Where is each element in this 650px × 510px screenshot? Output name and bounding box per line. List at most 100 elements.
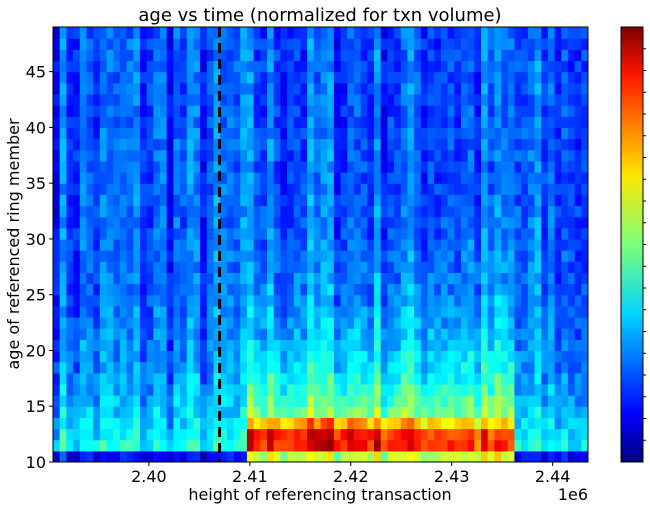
x-offset-label: 1e6 — [558, 485, 588, 504]
heatmap-cell — [139, 383, 148, 396]
heatmap-cell — [287, 205, 295, 218]
heatmap-cell — [474, 328, 482, 340]
heatmap-cell — [420, 372, 429, 385]
heatmap-cell — [267, 216, 275, 229]
heatmap-cell — [307, 216, 315, 229]
heatmap-cell — [440, 71, 449, 84]
heatmap-cell — [253, 439, 261, 452]
heatmap-cell — [213, 38, 221, 50]
heatmap-cell — [360, 105, 368, 117]
heatmap-cell — [280, 71, 288, 84]
heatmap-cell — [160, 417, 168, 430]
heatmap-cell — [507, 383, 516, 396]
heatmap-cell — [360, 49, 368, 62]
heatmap-cell — [374, 428, 382, 441]
heatmap-cell — [454, 450, 462, 462]
heatmap-cell — [280, 383, 288, 396]
heatmap-cell — [521, 361, 529, 374]
heatmap-cell — [193, 71, 201, 84]
heatmap-cell — [307, 60, 315, 73]
heatmap-cell — [300, 216, 308, 229]
heatmap-cell — [146, 227, 154, 240]
heatmap-cell — [133, 372, 141, 385]
heatmap-cell — [93, 172, 101, 184]
heatmap-cell — [233, 172, 241, 184]
heatmap-cell — [494, 272, 502, 285]
heatmap-cell — [380, 38, 388, 50]
heatmap-cell — [481, 116, 489, 128]
heatmap-cell — [246, 328, 255, 340]
heatmap-cell — [353, 49, 362, 62]
heatmap-cell — [541, 227, 549, 240]
heatmap-cell — [567, 105, 576, 117]
heatmap-cell — [347, 27, 355, 39]
heatmap-cell — [226, 317, 235, 329]
heatmap-cell — [160, 283, 168, 296]
heatmap-cell — [260, 328, 268, 340]
heatmap-cell — [360, 339, 368, 352]
heatmap-cell — [213, 216, 221, 229]
heatmap-cell — [387, 305, 395, 318]
heatmap-cell — [340, 138, 348, 151]
heatmap-cell — [454, 205, 462, 218]
heatmap-cell — [186, 406, 195, 418]
heatmap-cell — [320, 160, 328, 173]
heatmap-cell — [213, 272, 221, 285]
heatmap-cell — [146, 428, 154, 441]
heatmap-cell — [113, 194, 121, 207]
heatmap-cell — [420, 27, 429, 39]
heatmap-cell — [374, 71, 382, 84]
heatmap-cell — [494, 60, 502, 73]
heatmap-cell — [193, 439, 201, 452]
heatmap-cell — [447, 439, 455, 452]
heatmap-cell — [206, 350, 215, 363]
heatmap-cell — [267, 227, 275, 240]
heatmap-cell — [581, 261, 588, 273]
heatmap-cell — [106, 250, 114, 262]
heatmap-cell — [233, 238, 241, 251]
heatmap-cell — [280, 60, 288, 73]
heatmap-cell — [353, 27, 362, 39]
heatmap-cell — [160, 38, 168, 50]
heatmap-cell — [374, 317, 382, 329]
heatmap-cell — [287, 250, 295, 262]
heatmap-cell — [186, 305, 195, 318]
heatmap-cell — [387, 194, 395, 207]
heatmap-cell — [547, 49, 556, 62]
heatmap-cell — [166, 272, 174, 285]
heatmap-cell — [353, 317, 362, 329]
heatmap-cell — [367, 328, 375, 340]
heatmap-cell — [66, 82, 74, 95]
heatmap-cell — [414, 361, 422, 374]
heatmap-cell — [313, 194, 322, 207]
heatmap-cell — [73, 294, 81, 307]
heatmap-cell — [253, 250, 261, 262]
heatmap-cell — [387, 283, 395, 296]
heatmap-cell — [206, 439, 215, 452]
heatmap-cell — [293, 227, 302, 240]
heatmap-cell — [173, 350, 181, 363]
heatmap-cell — [213, 317, 221, 329]
heatmap-cell — [327, 38, 335, 50]
heatmap-cell — [440, 27, 449, 39]
heatmap-cell — [521, 116, 529, 128]
heatmap-cell — [541, 49, 549, 62]
heatmap-cell — [66, 49, 74, 62]
heatmap-cell — [53, 227, 61, 240]
heatmap-cell — [567, 383, 576, 396]
heatmap-cell — [186, 27, 195, 39]
heatmap-cell — [166, 127, 174, 140]
heatmap-cell — [427, 49, 435, 62]
heatmap-cell — [139, 339, 148, 352]
heatmap-cell — [420, 71, 429, 84]
heatmap-cell — [374, 283, 382, 296]
heatmap-cell — [246, 38, 255, 50]
heatmap-cell — [427, 194, 435, 207]
heatmap-cell — [186, 194, 195, 207]
heatmap-cell — [267, 38, 275, 50]
heatmap-cell — [93, 272, 101, 285]
heatmap-cell — [293, 294, 302, 307]
heatmap-cell — [253, 361, 261, 374]
heatmap-cell — [166, 350, 174, 363]
heatmap-cell — [481, 372, 489, 385]
